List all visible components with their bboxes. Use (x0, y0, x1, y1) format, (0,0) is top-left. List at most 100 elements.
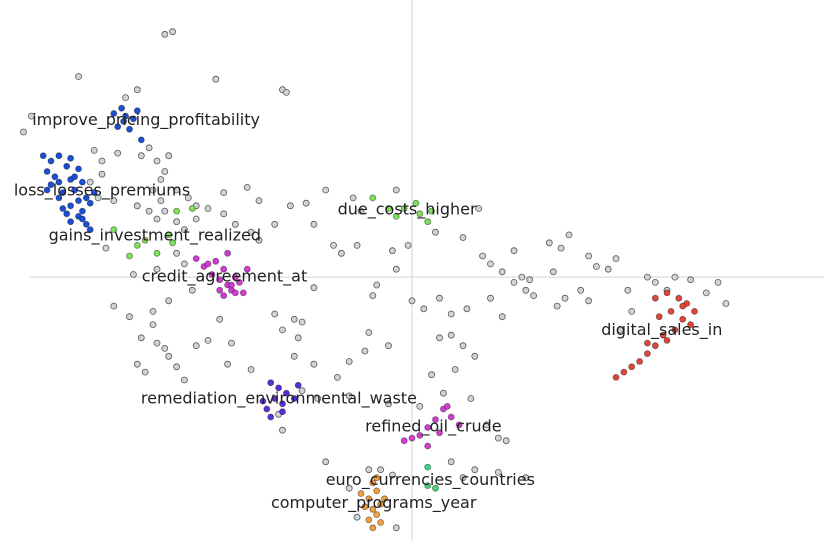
background-point (279, 326, 286, 334)
cluster-point (75, 197, 82, 205)
background-point (212, 75, 220, 83)
background-point (90, 146, 98, 154)
background-point (522, 474, 530, 482)
background-point (247, 228, 255, 236)
background-point (330, 241, 337, 249)
cluster-point (365, 495, 373, 503)
cluster-point (416, 431, 424, 439)
cluster-point (424, 463, 432, 471)
cluster-point (47, 157, 55, 165)
background-point (530, 292, 537, 300)
background-point (471, 352, 479, 360)
cluster-point (373, 511, 381, 518)
cluster-euro-currencies-countries (424, 463, 439, 492)
background-point (126, 313, 133, 321)
cluster-point (220, 265, 228, 273)
background-point (593, 263, 600, 270)
background-point (110, 197, 118, 205)
background-point (204, 336, 212, 344)
background-point (436, 294, 443, 302)
cluster-point (82, 220, 90, 228)
background-point (432, 228, 439, 236)
cluster-point (243, 265, 251, 273)
background-point (192, 342, 200, 350)
background-point (129, 271, 137, 278)
background-point (153, 265, 161, 273)
background-point (388, 247, 396, 255)
cluster-point (275, 384, 283, 392)
background-point (553, 302, 561, 310)
cluster-point (231, 289, 239, 297)
background-point (169, 28, 177, 36)
cluster-point (126, 252, 133, 260)
cluster-point (165, 231, 173, 239)
background-point (86, 178, 94, 186)
cluster-point (424, 482, 432, 490)
cluster-label: due_costs_higher (338, 200, 477, 220)
cluster-point (655, 313, 663, 321)
cluster-point (67, 202, 74, 210)
cluster-point (39, 152, 47, 160)
background-point (459, 342, 467, 350)
background-point (216, 315, 224, 323)
background-point (228, 339, 235, 347)
cluster-point (79, 207, 86, 215)
cluster-point (118, 104, 125, 112)
background-point (310, 220, 318, 228)
cluster-point (133, 107, 141, 115)
background-point (385, 342, 392, 350)
background-point (498, 268, 506, 276)
background-point (392, 524, 400, 532)
background-point (255, 197, 263, 205)
background-point (549, 268, 557, 276)
background-point (459, 234, 467, 241)
background-point (526, 276, 534, 284)
background-points (20, 28, 730, 532)
background-point (463, 305, 471, 313)
cluster-point (188, 205, 196, 212)
cluster-point (365, 516, 373, 524)
cluster-point (443, 402, 451, 410)
cluster-point (671, 326, 679, 334)
background-point (345, 358, 353, 365)
background-point (502, 437, 510, 445)
background-point (451, 366, 459, 373)
background-point (94, 194, 102, 202)
cluster-point (216, 276, 224, 284)
background-point (122, 94, 129, 101)
cluster-point (129, 115, 137, 123)
cluster-point (192, 255, 200, 263)
cluster-point (612, 373, 620, 381)
cluster-point (663, 336, 671, 344)
background-point (157, 176, 165, 183)
background-point (161, 207, 169, 215)
background-point (314, 395, 322, 402)
cluster-point (63, 210, 71, 218)
cluster-point (400, 437, 408, 445)
cluster-point (86, 226, 94, 234)
cluster-point (153, 249, 161, 257)
cluster-computer-programs-year (357, 474, 388, 532)
cluster-point (636, 358, 643, 365)
cluster-point (644, 350, 651, 358)
background-point (471, 466, 479, 474)
background-point (298, 318, 306, 326)
cluster-point (169, 239, 177, 247)
background-point (416, 402, 424, 410)
background-point (365, 329, 373, 336)
cluster-point (90, 189, 98, 197)
background-point (322, 186, 330, 194)
background-point (345, 392, 353, 400)
cluster-point (55, 194, 63, 202)
background-point (98, 157, 106, 165)
cluster-point (71, 173, 78, 181)
cluster-point (47, 181, 55, 189)
background-point (294, 334, 302, 342)
background-point (687, 276, 694, 284)
background-point (628, 307, 636, 315)
background-point (585, 252, 592, 260)
cluster-point (79, 178, 86, 186)
cluster-due-costs-higher (369, 194, 436, 226)
cluster-point (628, 363, 636, 371)
background-point (133, 202, 141, 210)
